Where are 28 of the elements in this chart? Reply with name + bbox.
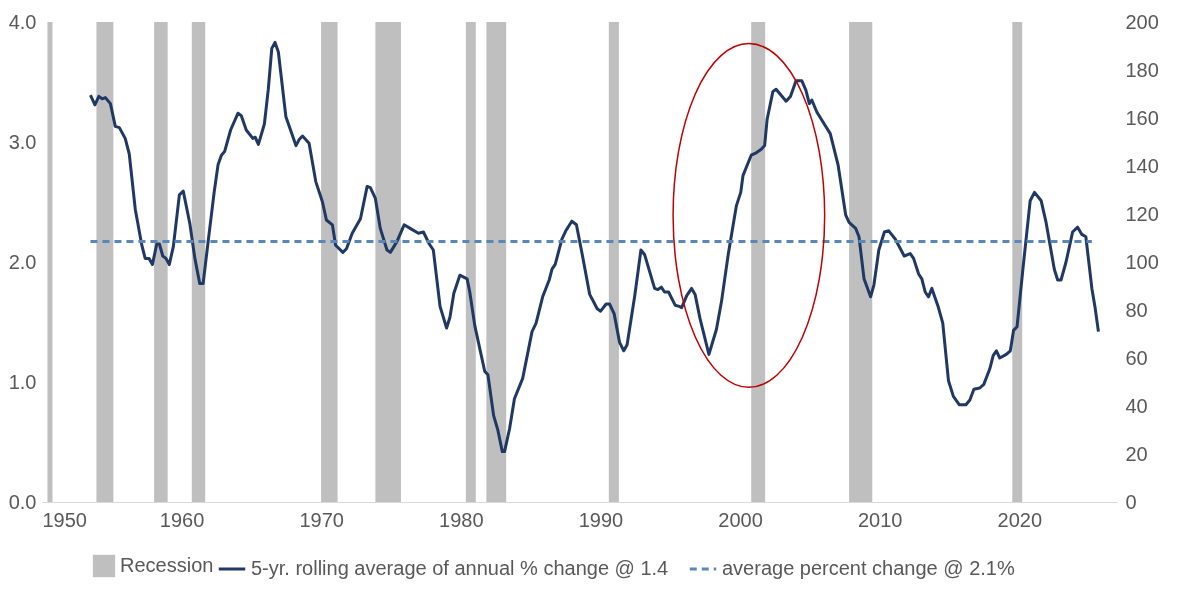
y2-tick-label: 40 — [1125, 394, 1148, 417]
legend-label: 5-yr. rolling average of annual % change @ 1.4 — [251, 557, 669, 579]
y-tick-label: 2.0 — [8, 250, 37, 273]
y2-tick-label: 0 — [1125, 490, 1137, 513]
y2-tick-label: 100 — [1125, 250, 1159, 273]
y2-tick-label: 180 — [1125, 58, 1159, 81]
y-tick-label: 1.0 — [8, 370, 37, 393]
legend-label: average percent change @ 2.1% — [722, 557, 1015, 579]
y-tick-label: 4.0 — [8, 10, 37, 33]
legend-label: Recession — [120, 554, 214, 576]
x-tick-label: 1990 — [578, 508, 624, 531]
y2-tick-label: 80 — [1125, 298, 1148, 321]
y-tick-label: 3.0 — [8, 130, 37, 153]
x-tick-label: 1960 — [159, 508, 205, 531]
y2-tick-label: 160 — [1125, 106, 1159, 129]
x-tick-label: 1950 — [42, 508, 87, 531]
y2-tick-label: 140 — [1125, 154, 1159, 177]
x-tick-label: 2020 — [997, 508, 1043, 531]
line-series — [88, 40, 1100, 454]
y-tick-label: 0.0 — [8, 490, 37, 513]
y2-tick-label: 120 — [1125, 202, 1159, 225]
x-tick-label: 1970 — [299, 508, 344, 531]
x-tick-label: 1980 — [439, 508, 484, 531]
y2-tick-label: 200 — [1125, 10, 1159, 33]
y2-tick-label: 20 — [1125, 442, 1148, 465]
y2-tick-label: 60 — [1125, 346, 1148, 369]
x-tick-label: 2000 — [718, 508, 763, 531]
x-tick-label: 2010 — [857, 508, 903, 531]
